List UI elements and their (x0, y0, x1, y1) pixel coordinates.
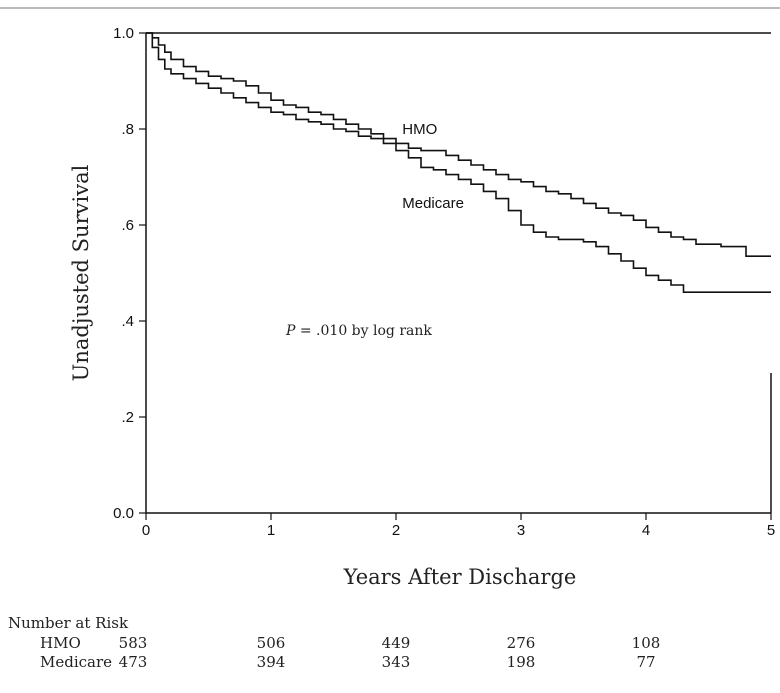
x-tick-label: 4 (642, 522, 650, 539)
y-tick-label: .4 (121, 313, 134, 330)
y-tick-label: 1.0 (113, 25, 134, 42)
x-tick-label: 3 (517, 522, 525, 539)
x-tick-label: 0 (142, 522, 150, 539)
x-tick-label: 2 (392, 522, 400, 539)
x-axis-title: Years After Discharge (343, 565, 577, 589)
risk-cell: 506 (256, 634, 286, 652)
number-at-risk-title: Number at Risk (8, 614, 129, 632)
axes: 0 1 2 3 4 5 0.0 .2 .4 .6 .8 1.0 Years After Discharg… (69, 25, 775, 589)
risk-cell: 473 (118, 653, 148, 671)
x-tick-label: 5 (767, 522, 775, 539)
y-axis-title: Unadjusted Survival (69, 164, 93, 381)
y-tick-label: .2 (121, 409, 134, 426)
risk-cell: 394 (256, 653, 286, 671)
risk-cell: 77 (636, 653, 656, 671)
labels-layer: HMO Medicare P = .010 by log rank (285, 121, 464, 339)
series-medicare-line (146, 32, 771, 293)
x-tick-label: 1 (267, 522, 275, 539)
risk-cell: 449 (381, 634, 411, 652)
risk-cell: 276 (506, 634, 536, 652)
y-tick-label: .8 (121, 121, 134, 138)
series-hmo-line (146, 32, 771, 257)
risk-cell: 583 (118, 634, 148, 652)
series-layer (146, 32, 771, 293)
p-value-annotation: P = .010 by log rank (285, 323, 432, 339)
p-value-italic: P (285, 323, 296, 339)
risk-cell: 198 (506, 653, 536, 671)
risk-cell: 108 (631, 634, 661, 652)
y-tick-label: .6 (121, 217, 134, 234)
risk-row-label-medicare: Medicare (40, 653, 113, 671)
series-label-medicare: Medicare (402, 195, 464, 212)
risk-row-label-hmo: HMO (40, 634, 81, 652)
series-label-hmo: HMO (402, 121, 437, 138)
y-tick-label: 0.0 (113, 505, 134, 522)
risk-cell: 343 (381, 653, 411, 671)
p-value-text: = .010 by log rank (295, 323, 432, 339)
